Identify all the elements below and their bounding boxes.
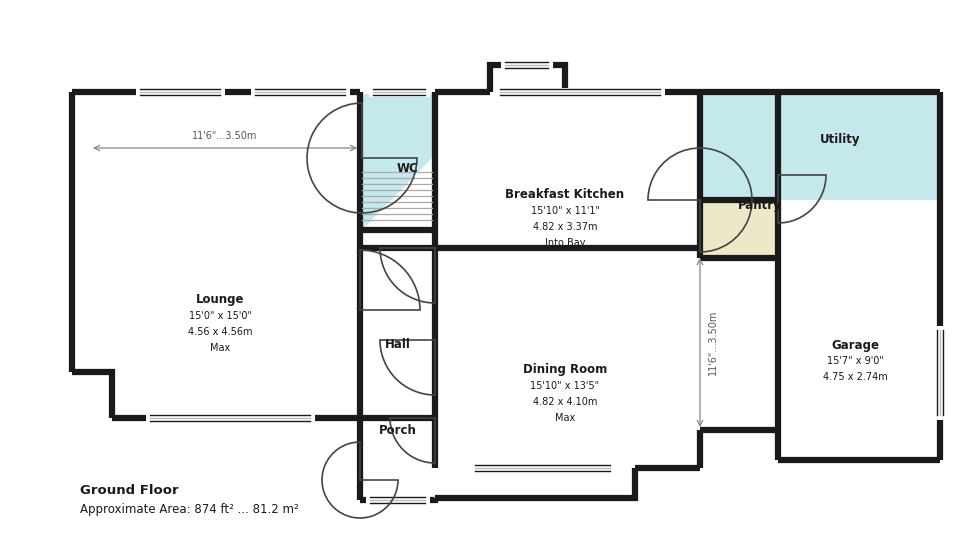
Text: 15'10" x 11'1": 15'10" x 11'1" bbox=[530, 206, 600, 216]
Text: 15'0" x 15'0": 15'0" x 15'0" bbox=[188, 311, 252, 321]
Text: Garage: Garage bbox=[831, 338, 879, 352]
Text: Pantry: Pantry bbox=[738, 198, 782, 212]
Text: 15'7" x 9'0": 15'7" x 9'0" bbox=[826, 356, 883, 366]
Text: Max: Max bbox=[210, 343, 230, 353]
Text: WC: WC bbox=[397, 161, 418, 175]
Text: 4.75 x 2.74m: 4.75 x 2.74m bbox=[822, 372, 887, 382]
Text: 11'6"...3.50m: 11'6"...3.50m bbox=[708, 310, 718, 375]
Polygon shape bbox=[362, 94, 432, 230]
Text: 4.82 x 3.37m: 4.82 x 3.37m bbox=[533, 222, 597, 232]
Text: Into Bay: Into Bay bbox=[545, 238, 585, 248]
Text: 4.82 x 4.10m: 4.82 x 4.10m bbox=[533, 397, 597, 407]
Text: Hall: Hall bbox=[385, 338, 411, 352]
Text: Porch: Porch bbox=[379, 423, 416, 436]
Text: Lounge: Lounge bbox=[196, 293, 244, 306]
Text: 4.56 x 4.56m: 4.56 x 4.56m bbox=[188, 327, 252, 337]
Polygon shape bbox=[702, 200, 778, 258]
Text: Breakfast Kitchen: Breakfast Kitchen bbox=[506, 189, 624, 202]
Text: Dining Room: Dining Room bbox=[523, 363, 608, 376]
Text: Utility: Utility bbox=[819, 133, 860, 147]
Text: 11'6"...3.50m: 11'6"...3.50m bbox=[192, 131, 258, 141]
Text: Max: Max bbox=[555, 413, 575, 423]
Text: Ground Floor: Ground Floor bbox=[80, 483, 178, 497]
Text: Approximate Area: 874 ft² ... 81.2 m²: Approximate Area: 874 ft² ... 81.2 m² bbox=[80, 503, 299, 516]
Text: 15'10" x 13'5": 15'10" x 13'5" bbox=[530, 381, 600, 391]
Polygon shape bbox=[702, 94, 938, 200]
